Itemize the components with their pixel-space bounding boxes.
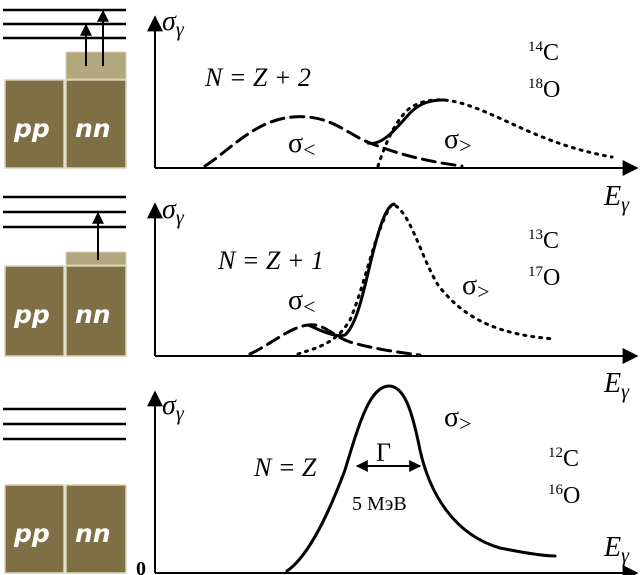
x-axis-label: Eγ (603, 532, 630, 567)
neutron-block (65, 484, 127, 574)
nn-label: nn (75, 300, 111, 329)
y-axis-label: σγ (162, 390, 185, 425)
sigma-upper-label: σ> (444, 402, 472, 436)
valence-neutron-block (65, 51, 127, 80)
x-axis-label: Eγ (603, 368, 630, 403)
nucleus-label: 14C (528, 39, 559, 66)
shell-levels (3, 8, 126, 40)
panel-n-eq-z-plus-2: pp nn σγ Eγ N = Z + 2 σ< σ> 14C 18O (3, 6, 639, 216)
y-axis-label: σγ (162, 194, 185, 229)
sigma-upper-tail (376, 98, 614, 168)
valence-neutron-block (65, 251, 127, 266)
panel-n-eq-z-plus-1: pp nn σγ Eγ N = Z + 1 σ< σ> 13C 17O (3, 194, 639, 403)
sigma-upper-label: σ> (444, 124, 472, 158)
shell-levels (3, 407, 126, 441)
nucleus-label: 16O (548, 482, 580, 509)
panel-n-eq-z: pp nn σγ Eγ 0 Γ 5 МэВ N = Z σ> 12C 16O (3, 384, 639, 575)
neutron-excess-label: N = Z + 2 (204, 63, 311, 92)
sigma-lower-label: σ< (288, 285, 316, 319)
pp-label: pp (13, 300, 50, 329)
nucleus-label: 13C (528, 227, 559, 254)
nn-label: nn (75, 114, 111, 143)
neutron-excess-label: N = Z (253, 453, 317, 482)
sigma-lower-curve (203, 115, 464, 168)
nucleus-label: 12C (548, 445, 579, 472)
shell-levels (3, 195, 126, 229)
proton-block (4, 484, 65, 574)
sigma-upper-tail (296, 202, 557, 356)
x-axis-label: Eγ (603, 181, 630, 216)
neutron-excess-label: N = Z + 1 (217, 246, 324, 275)
sigma-lower-label: σ< (288, 128, 316, 162)
pp-label: pp (13, 114, 50, 143)
nucleus-label: 18O (528, 76, 560, 103)
origin-label: 0 (136, 558, 146, 575)
sigma-upper-curve (285, 384, 557, 573)
sigma-lower-curve (248, 323, 422, 357)
y-axis-label: σγ (162, 6, 185, 41)
proton-block (4, 265, 65, 357)
nn-label: nn (75, 519, 111, 548)
sigma-upper-label: σ> (462, 270, 490, 304)
nucleus-label: 17O (528, 264, 560, 291)
width-symbol: Γ (376, 438, 391, 467)
neutron-block (65, 79, 127, 169)
width-value-label: 5 МэВ (352, 493, 407, 515)
sigma-upper-curve (366, 98, 446, 145)
pp-label: pp (13, 519, 50, 548)
neutron-block (65, 265, 127, 357)
proton-block (4, 79, 65, 169)
